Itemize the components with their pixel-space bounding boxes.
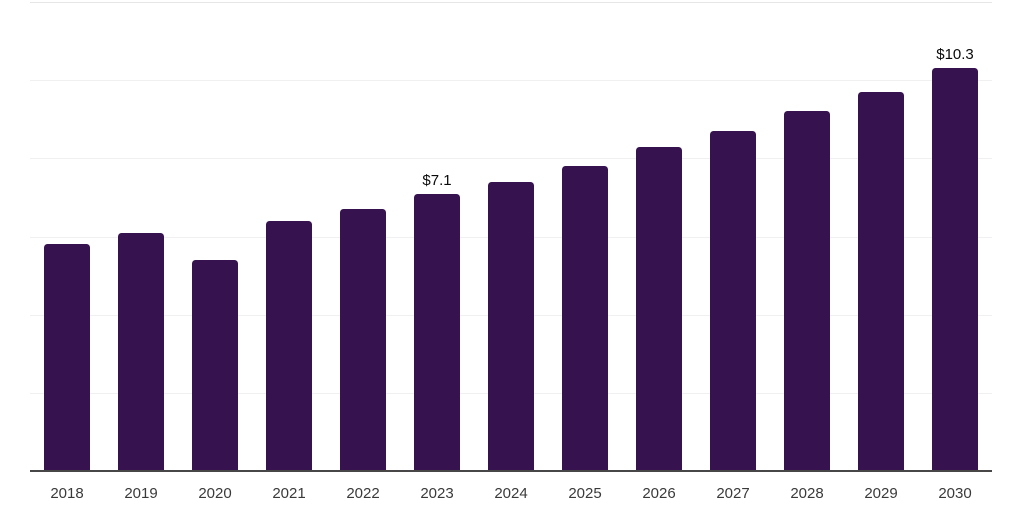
bar-2027[interactable] <box>710 130 756 471</box>
bar-2018[interactable] <box>44 244 90 471</box>
bar-2030[interactable] <box>932 68 978 471</box>
x-tick-2029: 2029 <box>864 485 898 502</box>
x-tick-2022: 2022 <box>346 485 380 502</box>
bar-2020[interactable] <box>192 259 238 471</box>
plot-area: $7.1 $10.3 <box>30 2 992 471</box>
data-label-2023: $7.1 <box>422 171 452 189</box>
bar-slot-2030: $10.3 <box>918 2 992 471</box>
bar-slot-2022 <box>326 2 400 471</box>
bar-slot-2025 <box>548 2 622 471</box>
x-tick-2020: 2020 <box>198 485 232 502</box>
gridline-10 <box>30 80 992 82</box>
bar-2028[interactable] <box>784 111 830 471</box>
bar-slot-2026 <box>622 2 696 471</box>
x-tick-2027: 2027 <box>716 485 750 502</box>
x-axis-line <box>30 470 992 472</box>
bar-2029[interactable] <box>858 91 904 471</box>
bar-2023[interactable] <box>414 193 460 471</box>
bar-slot-2021 <box>252 2 326 471</box>
bar-2026[interactable] <box>636 146 682 471</box>
bar-slot-2023: $7.1 <box>400 2 474 471</box>
x-tick-2021: 2021 <box>272 485 306 502</box>
gridline-12 <box>30 2 992 3</box>
x-tick-2024: 2024 <box>494 485 528 502</box>
gridline-8 <box>30 158 992 160</box>
x-axis-tick-labels: 2018 2019 2020 2021 2022 2023 2024 2025 2026 2027… <box>30 486 992 502</box>
data-label-2030: $10.3 <box>936 46 974 64</box>
bar-slot-2029 <box>844 2 918 471</box>
bar-2025[interactable] <box>562 166 608 471</box>
x-tick-2030: 2030 <box>938 485 972 502</box>
x-tick-2026: 2026 <box>642 485 676 502</box>
bar-2021[interactable] <box>266 220 312 471</box>
bar-2022[interactable] <box>340 209 386 471</box>
bar-slot-2024 <box>474 2 548 471</box>
bars-row: $7.1 $10.3 <box>30 2 992 471</box>
bar-slot-2028 <box>770 2 844 471</box>
bar-slot-2018 <box>30 2 104 471</box>
bar-slot-2027 <box>696 2 770 471</box>
bar-slot-2019 <box>104 2 178 471</box>
bar-2024[interactable] <box>488 181 534 471</box>
x-tick-2018: 2018 <box>50 485 84 502</box>
x-tick-2025: 2025 <box>568 485 602 502</box>
bar-slot-2020 <box>178 2 252 471</box>
x-tick-2019: 2019 <box>124 485 158 502</box>
x-tick-2023: 2023 <box>420 485 454 502</box>
x-tick-2028: 2028 <box>790 485 824 502</box>
bar-2019[interactable] <box>118 232 164 471</box>
